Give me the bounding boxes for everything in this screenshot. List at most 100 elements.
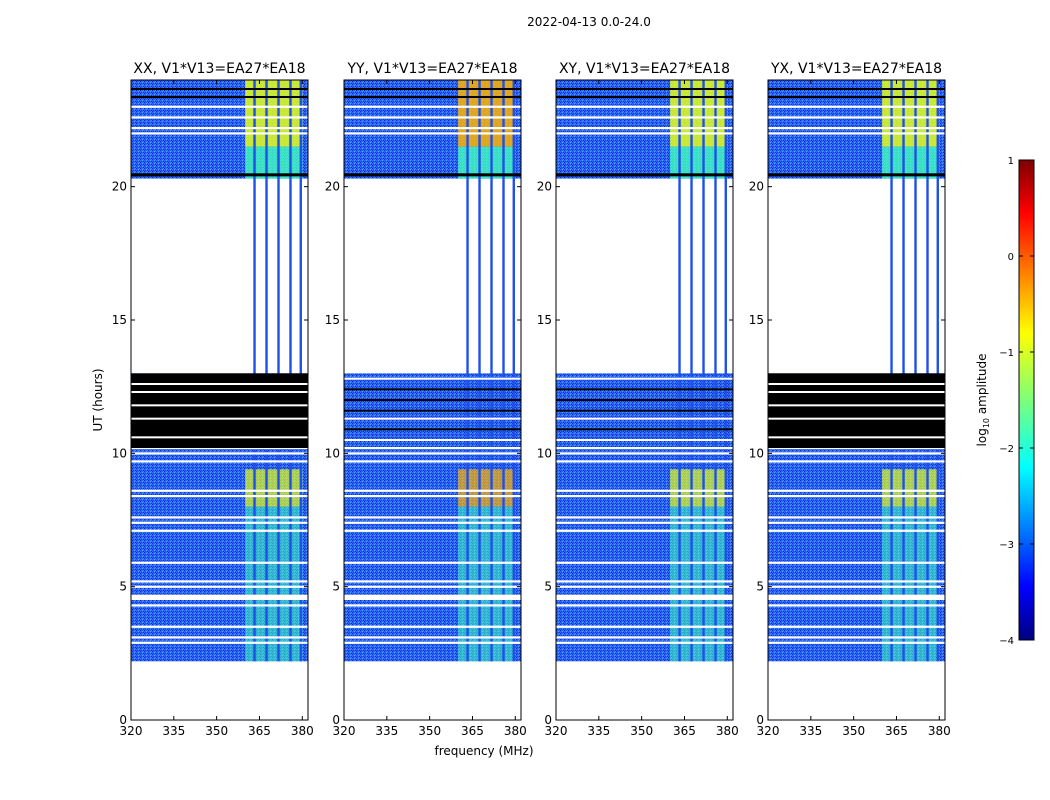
y-tick-label: 0 (119, 713, 127, 727)
y-tick-label: 10 (749, 446, 764, 460)
flagged-row (344, 625, 521, 628)
x-tick-label: 320 (333, 724, 356, 738)
flagged-row (131, 636, 308, 639)
channel-gap (702, 80, 705, 662)
channel-gap (724, 80, 727, 662)
flag-edge (344, 388, 521, 391)
y-tick-label: 10 (537, 446, 552, 460)
flagged-row (344, 641, 521, 644)
flagged-row (131, 580, 308, 583)
flagged-row (131, 404, 308, 407)
y-tick-label: 0 (332, 713, 340, 727)
flag-edge (556, 88, 733, 90)
flagged-row (768, 641, 945, 644)
flagged-row (344, 529, 521, 532)
colorbar-tick-label: 1 (1008, 156, 1014, 167)
channel-gap (253, 80, 256, 662)
flagged-row (131, 383, 308, 385)
channel-gap (466, 80, 469, 662)
x-tick-label: 365 (885, 724, 908, 738)
flagged-row (556, 529, 733, 532)
panel-3: XY, V1*V13=EA27*EA18 320 335 350 365 380 0 5 10 1… (537, 61, 739, 738)
flagged-row (768, 436, 945, 439)
flagged-row (344, 580, 521, 583)
flag-edge (768, 96, 945, 98)
x-tick-label: 335 (587, 724, 610, 738)
flagged-row (556, 604, 733, 607)
flagged-row (556, 116, 733, 119)
flag-edge (131, 173, 308, 177)
flagged-row (556, 625, 733, 628)
panel-2: YY, V1*V13=EA27*EA18 320 335 350 365 380 0 5 10 1… (325, 61, 527, 738)
flagged-row (768, 580, 945, 583)
channel-gap (690, 80, 693, 662)
channel-gap (265, 80, 268, 662)
x-axis-label: frequency (MHz) (434, 744, 533, 758)
flagged-row (344, 604, 521, 607)
y-tick-label: 15 (749, 313, 764, 327)
flag-edge (556, 428, 733, 431)
x-tick-label: 365 (673, 724, 696, 738)
flagged-row (131, 127, 308, 130)
flagged-row (131, 105, 308, 108)
flag-edge (131, 96, 308, 98)
flagged-row (131, 516, 308, 519)
flagged-row (556, 489, 733, 492)
panel-4: YX, V1*V13=EA27*EA18 320 335 350 365 380 0 5 10 1… (749, 61, 951, 738)
flagged-row (556, 594, 733, 600)
flagged-row (131, 391, 308, 393)
flagged-row (556, 580, 733, 583)
axes-frame (555, 79, 734, 721)
flagged-row (131, 489, 308, 492)
channel-gap (289, 80, 292, 662)
y-tick-label: 10 (325, 446, 340, 460)
flag-edge (556, 96, 733, 98)
y-tick-label: 5 (119, 580, 127, 594)
flagged-row (131, 495, 308, 498)
flagged-row (768, 404, 945, 407)
flag-edge (344, 96, 521, 98)
flagged-row (131, 594, 308, 600)
x-tick-label: 350 (418, 724, 441, 738)
flag-edge (556, 388, 733, 391)
flagged-row (131, 585, 308, 588)
flagged-row (131, 625, 308, 628)
y-tick-label: 0 (544, 713, 552, 727)
flagged-row (556, 561, 733, 564)
flagged-row (556, 132, 733, 135)
flag-edge (556, 399, 733, 401)
x-tick-label: 335 (375, 724, 398, 738)
flagged-row (131, 436, 308, 439)
flagged-row (556, 585, 733, 588)
panel-title: XX, V1*V13=EA27*EA18 (133, 61, 305, 77)
flagged-row (131, 452, 308, 455)
flagged-row (768, 625, 945, 628)
flagged-row (556, 460, 733, 463)
flagged-row (556, 495, 733, 498)
flagged-row (768, 417, 945, 420)
channel-gap (512, 80, 515, 662)
flagged-row (131, 529, 308, 532)
x-tick-label: 335 (162, 724, 185, 738)
channel-gap (902, 80, 905, 662)
flagged-row (768, 116, 945, 119)
axes-frame (130, 79, 309, 721)
flagged-row (344, 561, 521, 564)
flagged-row (768, 516, 945, 519)
channel-gap (502, 80, 505, 662)
channel-gap (936, 80, 939, 662)
flagged-row (768, 495, 945, 498)
flagged-row (556, 377, 733, 380)
channel-gap (914, 80, 917, 662)
flagged-row (344, 516, 521, 519)
flagged-row (556, 452, 733, 455)
x-tick-label: 350 (842, 724, 865, 738)
flagged-row (768, 452, 945, 455)
flagged-row (344, 489, 521, 492)
channel-gap (277, 80, 280, 662)
channel-gap (490, 80, 493, 662)
flagged-row (131, 641, 308, 644)
channel-gap (890, 80, 893, 662)
colorbar-tick-label: −2 (999, 444, 1014, 455)
flag-edge (556, 409, 733, 412)
